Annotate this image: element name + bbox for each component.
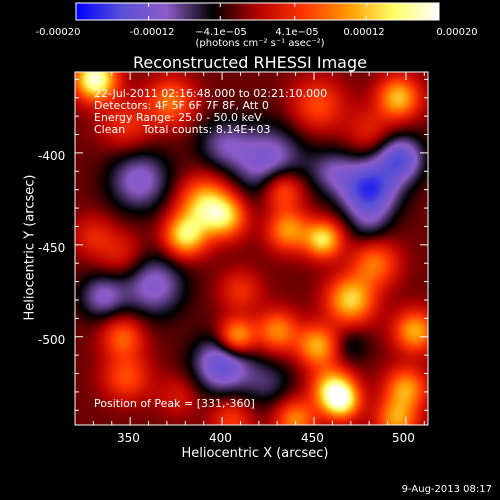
colorbar-tick-label-4: 4.1e−05	[275, 27, 319, 38]
detectors-label: Detectors: 4F 5F 6F 7F 8F, Att 0	[94, 99, 269, 112]
colorbar-ticks	[75, 3, 440, 20]
y-tick-label-500: -500	[38, 333, 66, 347]
colorbar-tick-label-3: −4.1e−05	[195, 27, 247, 38]
axis-ticks	[75, 72, 428, 425]
plot-timestamp: 9-Aug-2013 08:17	[401, 484, 492, 495]
y-axis-label: Heliocentric Y (arcsec)	[22, 174, 38, 321]
peak-position-label: Position of Peak = [331,-360]	[94, 397, 255, 410]
x-tick-label-350: 350	[117, 431, 140, 445]
y-tick-label-450: -450	[38, 241, 66, 255]
x-tick-label-450: 450	[301, 431, 324, 445]
colorbar-tick-label-2: -0.00012	[129, 27, 175, 38]
heatmap-image	[75, 72, 428, 425]
x-axis-label: Heliocentric X (arcsec)	[181, 446, 329, 461]
colorbar-tick-label-6: 0.00020	[436, 27, 478, 38]
energy-range-label: Energy Range: 25.0 - 50.0 keV	[94, 111, 262, 124]
colorbar	[75, 2, 440, 21]
colorbar-tick-label-5: 0.00012	[343, 27, 385, 38]
y-tick-label-400: -400	[38, 149, 66, 163]
colorbar-tick-label-1: -0.00020	[35, 27, 81, 38]
chart-title: Reconstructed RHESSI Image	[133, 53, 367, 72]
time-range-label: 22-Jul-2011 02:16:48.000 to 02:21:10.000	[94, 87, 328, 100]
total-counts-label: Clean Total counts: 8.14E+03	[94, 123, 271, 136]
x-tick-label-500: 500	[392, 431, 415, 445]
plot-frame	[74, 71, 429, 426]
x-tick-label-400: 400	[209, 431, 232, 445]
colorbar-unit: (photons cm⁻² s⁻¹ asec⁻²)	[195, 38, 325, 49]
